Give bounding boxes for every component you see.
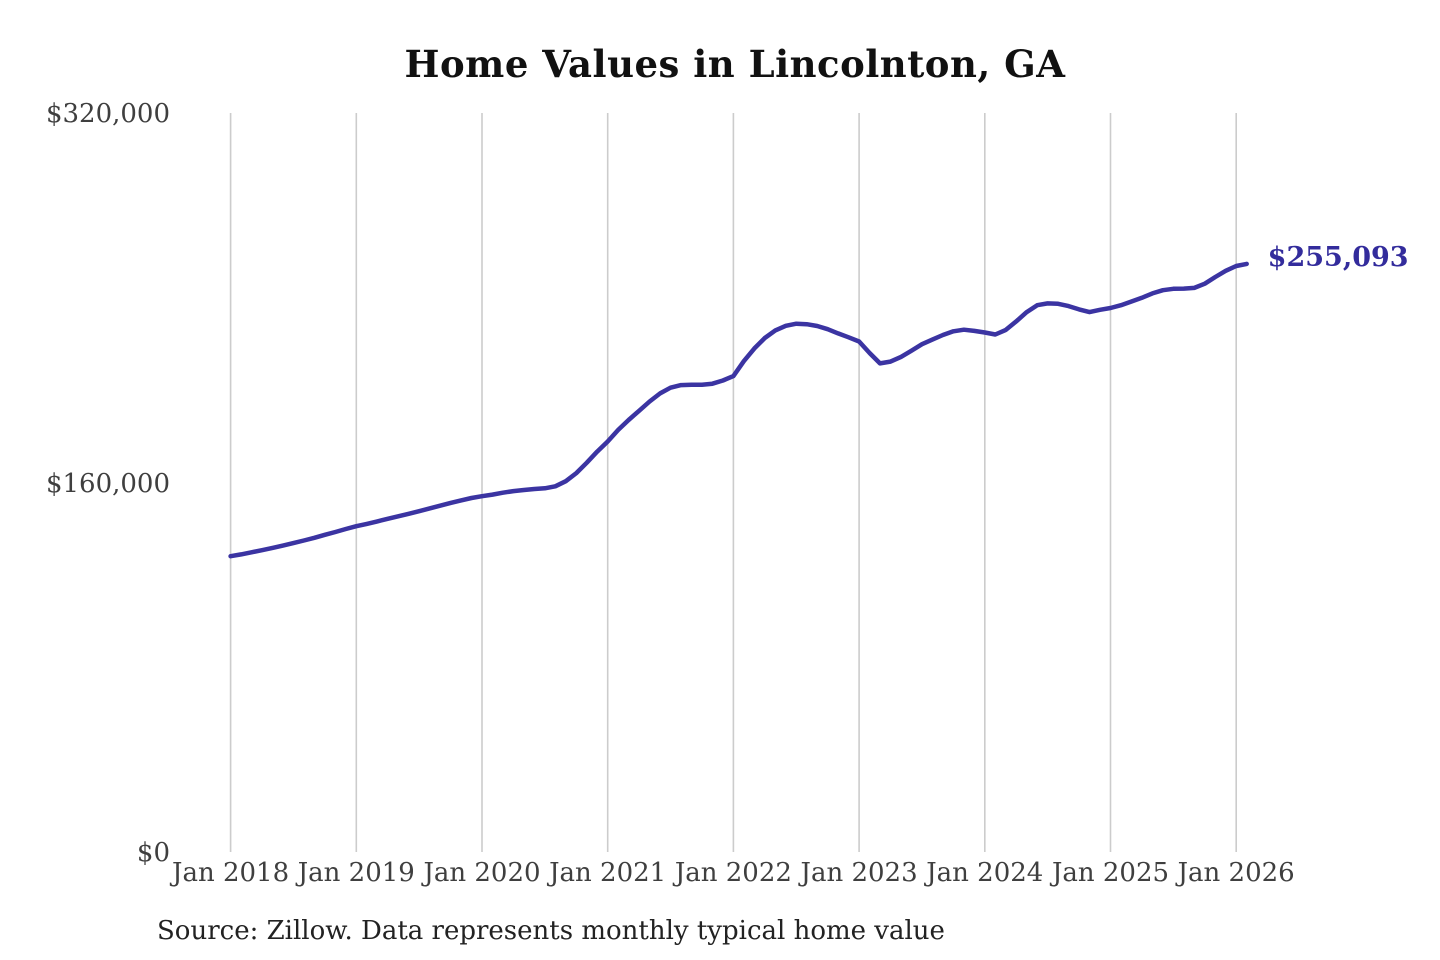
y-axis-tick-label: $160,000 xyxy=(45,468,170,499)
y-axis-tick-label: $0 xyxy=(136,838,170,868)
x-axis-tick-label: Jan 2023 xyxy=(800,858,918,888)
x-axis-tick-label: Jan 2026 xyxy=(1177,858,1295,888)
y-axis-tick-label: $320,000 xyxy=(45,99,170,129)
chart-title: Home Values in Lincolnton, GA xyxy=(404,42,1066,86)
x-axis-tick-label: Jan 2024 xyxy=(926,858,1044,888)
source-note: Source: Zillow. Data represents monthly … xyxy=(157,916,945,946)
x-axis-tick-label: Jan 2020 xyxy=(423,858,541,888)
x-axis-tick-label: Jan 2021 xyxy=(549,858,667,888)
x-axis-tick-label: Jan 2025 xyxy=(1051,858,1170,888)
x-axis-tick-label: Jan 2018 xyxy=(172,858,290,888)
home-value-line xyxy=(228,261,1249,559)
current-value-label: $255,093 xyxy=(1267,241,1409,273)
x-axis-tick-label: Jan 2022 xyxy=(674,858,792,888)
x-axis-tick-label: Jan 2019 xyxy=(297,858,415,888)
